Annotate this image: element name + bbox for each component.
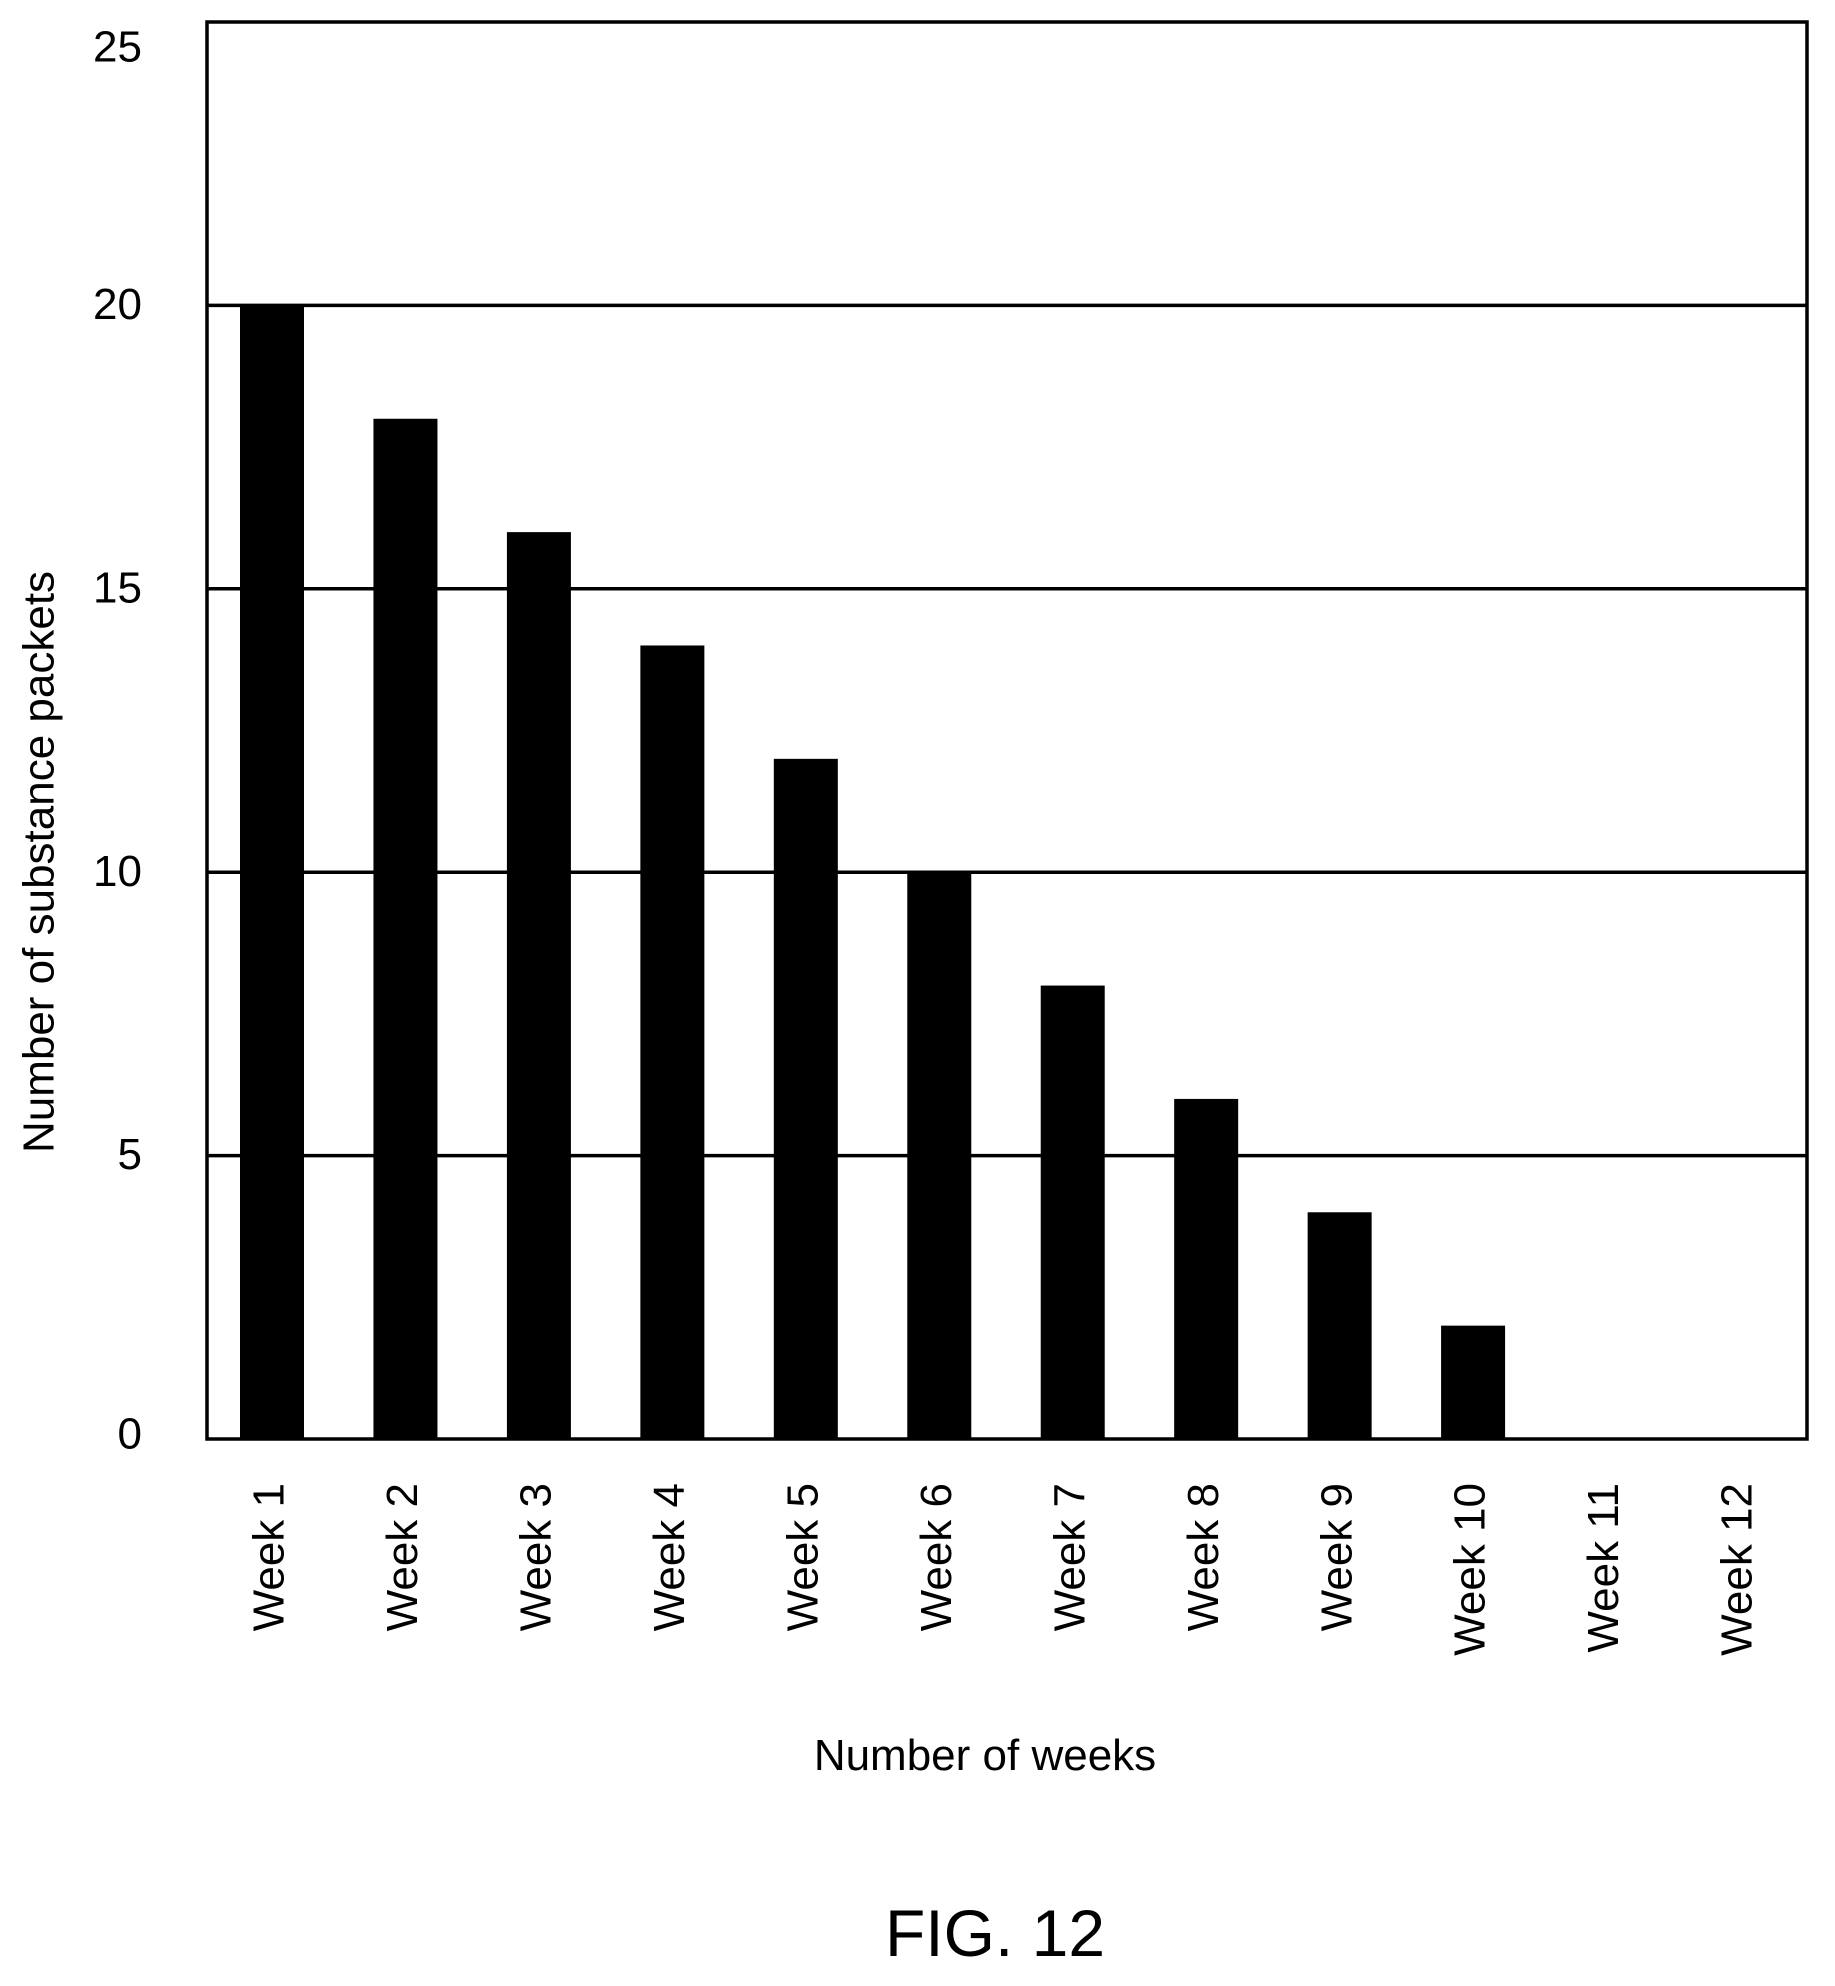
- y-axis-label: Number of substance packets: [15, 571, 64, 1153]
- y-tick-label: 20: [93, 280, 142, 329]
- gridlines: [207, 303, 1807, 1158]
- bar: [506, 532, 571, 1439]
- plot-frame: [205, 20, 1809, 1441]
- y-tick-label: 5: [118, 1130, 142, 1179]
- x-tick-label: Week 3: [512, 1483, 561, 1631]
- x-axis-label: Number of weeks: [814, 1731, 1156, 1780]
- y-axis-ticks: 0 5 10 15 20 25: [93, 23, 142, 1459]
- x-tick-label: Week 8: [1179, 1483, 1228, 1631]
- y-tick-label: 0: [118, 1410, 142, 1459]
- y-tick-label: 15: [93, 563, 142, 612]
- bar: [773, 758, 838, 1439]
- bar: [640, 645, 705, 1439]
- x-tick-label: Week 9: [1312, 1483, 1361, 1631]
- x-tick-label: Week 7: [1045, 1483, 1094, 1631]
- bar: [1174, 1098, 1239, 1439]
- bar: [240, 305, 304, 1439]
- x-tick-label: Week 11: [1579, 1483, 1628, 1653]
- y-tick-label: 10: [93, 847, 142, 896]
- x-tick-label: Week 5: [778, 1483, 827, 1631]
- bar: [1307, 1212, 1372, 1439]
- y-tick-label: 25: [93, 23, 142, 72]
- bar: [1040, 985, 1105, 1439]
- bar: [373, 418, 438, 1439]
- figure-caption: FIG. 12: [885, 1896, 1105, 1970]
- x-tick-label: Week 4: [645, 1483, 694, 1631]
- bars: [240, 305, 1506, 1439]
- x-tick-label: Week 12: [1713, 1483, 1762, 1656]
- x-tick-label: Week 10: [1446, 1483, 1495, 1656]
- bar: [1441, 1325, 1506, 1439]
- x-tick-label: Week 1: [245, 1483, 294, 1631]
- x-tick-label: Week 6: [912, 1483, 961, 1631]
- x-tick-label: Week 2: [378, 1483, 427, 1631]
- x-axis-ticks: Week 1 Week 2 Week 3 Week 4 Week 5 Week 6 Week…: [245, 1483, 1762, 1656]
- bar: [907, 872, 972, 1439]
